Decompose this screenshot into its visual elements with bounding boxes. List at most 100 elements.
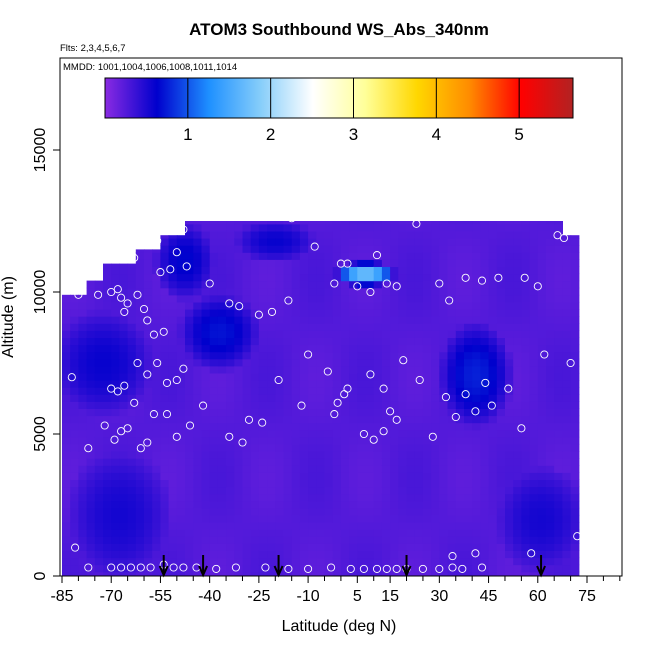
heatmap-cell (513, 344, 522, 353)
heatmap-cell (422, 387, 432, 395)
heatmap-cell (258, 500, 268, 509)
heatmap-cell (144, 514, 153, 523)
heatmap-cell (349, 401, 358, 409)
heatmap-cell (464, 387, 473, 395)
heatmap-cell (324, 415, 334, 424)
heatmap-cell (472, 252, 481, 260)
heatmap-cell (406, 415, 416, 424)
x-tick-label: -25 (247, 588, 270, 605)
heatmap-cell (308, 443, 317, 452)
heatmap-cell (562, 522, 572, 530)
heatmap-cell (422, 301, 432, 310)
heatmap-cell (250, 358, 260, 367)
heatmap-cell (94, 316, 104, 324)
heatmap-cell (324, 436, 334, 445)
heatmap-cell (209, 230, 219, 239)
heatmap-cell (193, 429, 203, 438)
heatmap-cell (505, 415, 514, 424)
heatmap-cell (488, 493, 498, 502)
heatmap-cell (291, 365, 301, 374)
heatmap-cell (234, 458, 244, 466)
heatmap-cell (152, 380, 161, 388)
heatmap-cell (160, 245, 170, 253)
heatmap-cell (78, 436, 88, 445)
heatmap-cell (406, 358, 416, 367)
heatmap-cell (176, 543, 186, 551)
heatmap-cell (127, 337, 137, 346)
heatmap-cell (217, 529, 227, 537)
heatmap-cell (414, 401, 424, 409)
sample-point (120, 307, 129, 316)
sample-point (494, 273, 503, 282)
heatmap-cell (283, 401, 293, 409)
heatmap-cell (406, 280, 416, 289)
heatmap-cell (316, 394, 326, 402)
heatmap-cell (103, 550, 112, 559)
heatmap-cell (176, 387, 186, 395)
heatmap-cell (234, 451, 244, 459)
heatmap-cell (505, 472, 514, 480)
heatmap-cell (193, 238, 203, 246)
heatmap-cell (332, 287, 342, 296)
heatmap-cell (226, 372, 235, 381)
heatmap-cell (349, 221, 358, 225)
y-tick-label: 0 (32, 571, 49, 580)
heatmap-cell (103, 266, 112, 275)
heatmap-cell (488, 394, 498, 402)
heatmap-cell (464, 252, 473, 260)
heatmap-cell (267, 344, 276, 353)
heatmap-cell (521, 408, 531, 417)
sample-point (225, 299, 234, 308)
heatmap-cell (480, 486, 490, 495)
heatmap-cell (62, 436, 71, 445)
heatmap-cell (324, 351, 334, 360)
arrow-marker (158, 555, 169, 578)
heatmap-cell (455, 380, 465, 388)
heatmap-cell (201, 507, 211, 516)
heatmap-cell (168, 443, 178, 452)
heatmap-cell (234, 543, 244, 551)
heatmap-cell (94, 380, 104, 388)
heatmap-cell (349, 323, 358, 331)
heatmap-cell (168, 415, 178, 424)
heatmap-cell (357, 571, 367, 576)
heatmap-cell (291, 514, 301, 523)
heatmap-cell (340, 500, 350, 509)
heatmap-cell (152, 571, 161, 576)
heatmap-cell (332, 280, 342, 289)
heatmap-cell (299, 522, 309, 530)
heatmap-cell (250, 401, 260, 409)
sample-point (461, 390, 470, 399)
heatmap-cell (529, 351, 539, 360)
heatmap-cell (168, 273, 178, 282)
heatmap-cell (464, 493, 473, 502)
heatmap-cell (226, 245, 235, 253)
heatmap-cell (570, 294, 580, 303)
heatmap-cell (373, 514, 383, 523)
heatmap-cell (414, 273, 424, 282)
heatmap-cell (480, 493, 490, 502)
heatmap-cell (201, 230, 211, 239)
heatmap-cell (480, 522, 490, 530)
heatmap-cell (447, 221, 457, 225)
heatmap-cell (480, 443, 490, 452)
heatmap-cell (242, 266, 252, 275)
heatmap-cell (537, 245, 547, 253)
heatmap-cell (185, 266, 194, 275)
heatmap-cell (439, 358, 449, 367)
heatmap-cell (381, 337, 391, 346)
heatmap-cell (455, 500, 465, 509)
heatmap-cell (570, 323, 580, 331)
heatmap-cell (521, 337, 531, 346)
heatmap-cell (455, 372, 465, 381)
heatmap-cell (217, 493, 227, 502)
heatmap-cell (447, 280, 457, 289)
heatmap-cell (324, 522, 334, 530)
heatmap-cell (152, 351, 161, 360)
heatmap-cell (505, 564, 514, 573)
heatmap-cell (332, 245, 342, 253)
heatmap-cell (472, 294, 481, 303)
heatmap-cell (70, 337, 79, 346)
heatmap-cell (299, 330, 309, 338)
heatmap-cell (234, 429, 244, 438)
